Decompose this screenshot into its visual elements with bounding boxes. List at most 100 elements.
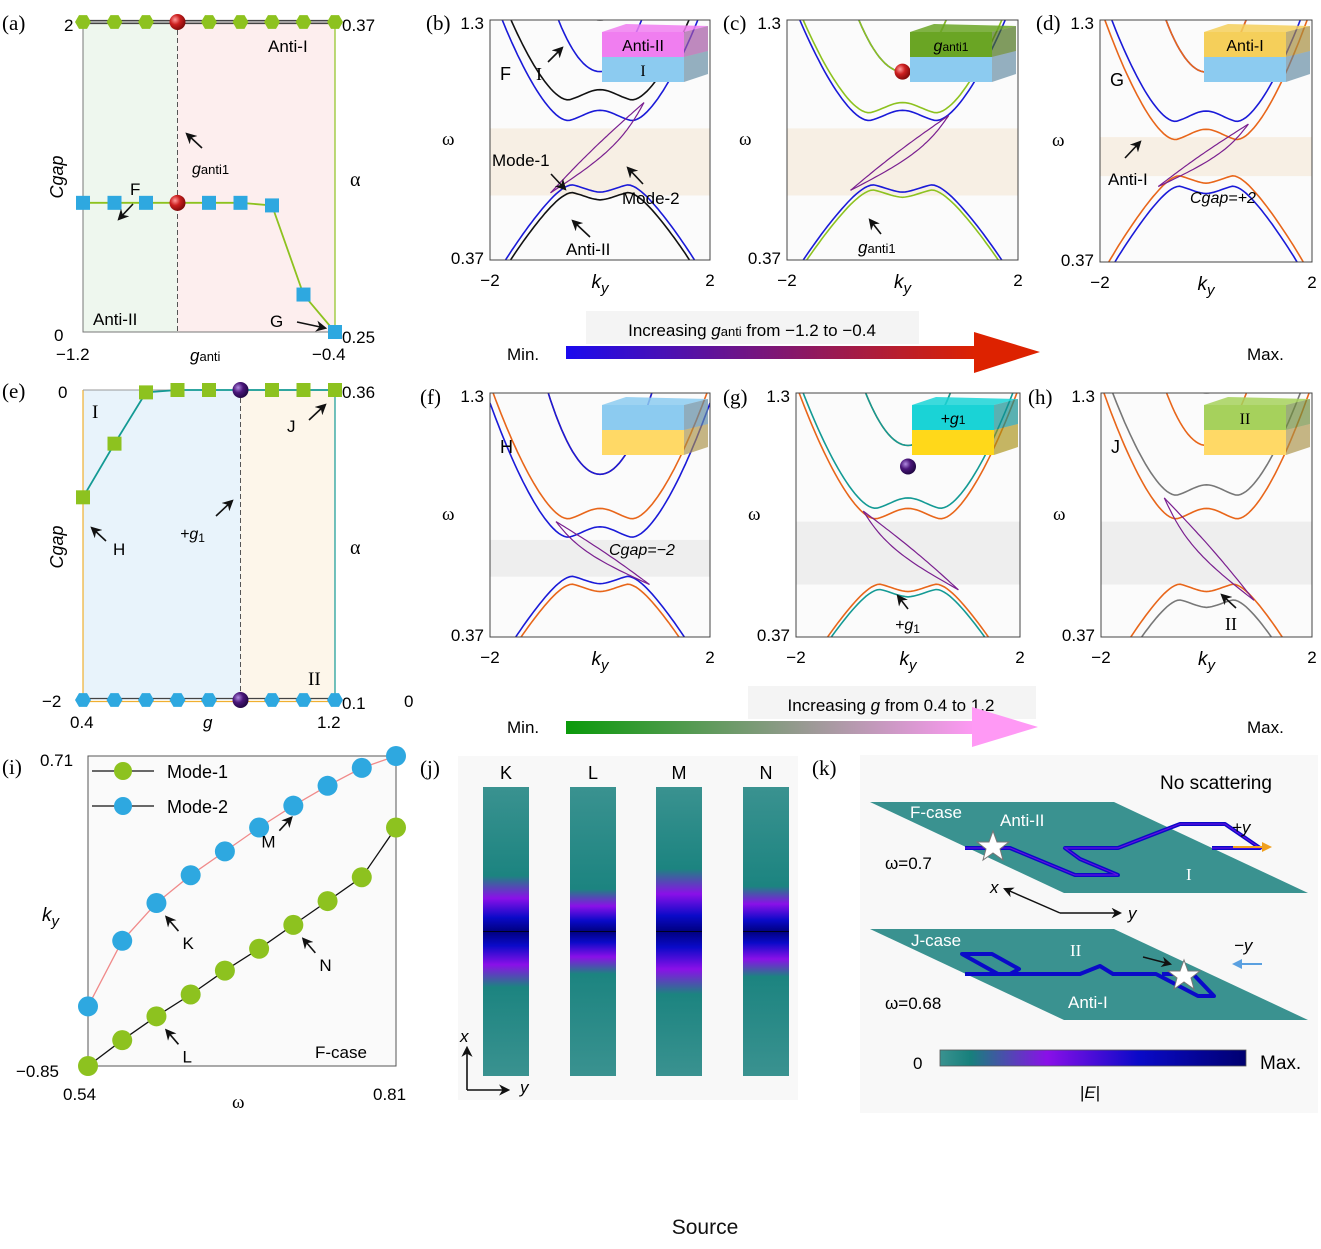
- annotation-N: N: [319, 956, 331, 975]
- arrow-mode-1: [550, 173, 567, 191]
- column-label-N: N: [760, 763, 773, 783]
- annotation-mode-2: Mode-2: [622, 189, 680, 208]
- panel-label-g: (g): [723, 385, 748, 409]
- x-tick-min: −2: [777, 271, 796, 290]
- direction-arrowhead-bottom: [1232, 959, 1242, 969]
- data-point-alpha: [139, 385, 153, 400]
- inset-top-layer: [1204, 32, 1286, 57]
- data-point-Cgap: [232, 15, 249, 29]
- x-axis-label-sub: y: [903, 280, 913, 297]
- data-point-alpha: [76, 195, 90, 210]
- plot-frame: [786, 19, 1019, 261]
- data-point-Mode-2: [78, 996, 98, 1017]
- inset-side-shade: [684, 399, 708, 455]
- data-point-Mode-1: [351, 867, 372, 888]
- layer-stack-inset: Anti-II I: [602, 24, 708, 82]
- inset-side-bottom: [994, 424, 1018, 455]
- annotation-cgap-minus2: Cgap=−2: [609, 542, 675, 559]
- ramp-bar: [566, 721, 976, 734]
- y-axis-label: ω: [1053, 504, 1066, 525]
- x-axis-label: ky: [1198, 274, 1217, 299]
- x-axis-label: ky: [1198, 649, 1217, 674]
- degenerate-point-ball: [900, 458, 916, 475]
- colorbar-max: Max.: [1260, 1053, 1301, 1074]
- x-axis-label: ky: [592, 649, 611, 674]
- plot-frame: [795, 392, 1021, 638]
- column-label-L: L: [588, 763, 598, 783]
- annotation-j: J: [287, 417, 296, 436]
- y-tick-min: 0.37: [451, 626, 484, 645]
- data-point-alpha: [328, 383, 342, 397]
- x-axis-label-sub: y: [600, 657, 610, 674]
- annotation-i: I: [536, 64, 542, 84]
- annotation-h: H: [113, 540, 125, 559]
- panel-k-title: No scattering: [1160, 773, 1272, 794]
- inset-top-layer: [910, 32, 992, 57]
- series-group: [75, 382, 343, 708]
- arrow-h: [90, 526, 107, 542]
- x-tick-min: −2: [786, 648, 805, 667]
- inset-side-bottom: [684, 51, 708, 82]
- annotation-f: F: [130, 180, 140, 199]
- ramp-bar: [566, 346, 976, 359]
- upper-band-II: [798, 393, 1018, 520]
- panel-d: Anti-I (d) 1.3 0.37 −2 2 ky ω G: [1036, 11, 1317, 299]
- inset-side-bottom: [1286, 424, 1310, 455]
- series-line-Mode-2: [87, 755, 397, 1007]
- colorbar-label: |E|: [1080, 1083, 1100, 1102]
- plot-frame: [1100, 392, 1313, 638]
- y-right-axis-label: α: [350, 169, 361, 191]
- data-point-Cgap: [327, 15, 343, 29]
- data-point-Cgap: [264, 15, 280, 29]
- inset-side-top: [992, 26, 1016, 57]
- case-label: F: [500, 64, 511, 84]
- y-tick-max: 1.3: [1070, 14, 1094, 33]
- annotation-K: K: [182, 934, 194, 953]
- lower-band-ganti1: [805, 189, 1000, 260]
- arrow-source: [1142, 956, 1173, 967]
- panel-b: Anti-II I (b) 1.3 0.37 −2 2 ky ω F: [426, 11, 715, 297]
- y-axis-label: ω: [739, 129, 752, 150]
- x-tick-min: −2: [480, 271, 499, 290]
- lower-band-II-orange: [1129, 583, 1284, 637]
- inset-side-bottom: [684, 424, 708, 455]
- ramp-top: Increasing ganti from −1.2 to −0.4 Min. …: [507, 311, 1284, 373]
- x-tick-min: −1.2: [56, 345, 90, 364]
- x-axis-label-sub: y: [1207, 657, 1217, 674]
- y-tick-max: 0.71: [40, 751, 73, 770]
- panel-k: (k) No scattering F-case Anti-II I ω=0.7…: [812, 755, 1318, 1113]
- annotation-plus-g1: +g1: [895, 617, 920, 636]
- data-point-Mode-1: [112, 1030, 133, 1051]
- edge-mode-2: [1163, 497, 1255, 601]
- data-point-Mode-2: [249, 817, 270, 838]
- annotation-M: M: [261, 833, 275, 852]
- data-point-alpha: [139, 195, 153, 210]
- arrow-mode-2: [626, 166, 644, 185]
- inset-side-shade: [992, 26, 1016, 82]
- inset-top-label-sub: anti1: [942, 40, 968, 54]
- critical-label: ganti1: [192, 161, 229, 178]
- arrow-g: [296, 320, 328, 332]
- panel-label-k: (k): [812, 756, 837, 780]
- layer-stack-inset: [602, 397, 708, 455]
- y-right-tick-025: 0.25: [342, 328, 375, 347]
- slab-lower-region: Anti-I: [1068, 993, 1108, 1012]
- series-group: [75, 14, 343, 339]
- edge-path-j: [960, 952, 1216, 998]
- inset-side-top: [994, 399, 1018, 430]
- panel-label-f: (f): [420, 385, 441, 409]
- data-point-alpha: [107, 436, 122, 451]
- annotation-g: G: [270, 312, 283, 331]
- data-point-Mode-2: [180, 865, 201, 886]
- y-axis-label: ω: [748, 504, 761, 525]
- series-line-Mode-1: [87, 827, 397, 1067]
- inset-side-shade: [1286, 26, 1310, 82]
- panel-i: (i) Mode-1 Mode-2 0.71 −0.85 0.54 0.81 ω…: [2, 746, 406, 1113]
- y-right-tick-036: 0.36: [342, 383, 375, 402]
- layer-stack-inset: Anti-I: [1204, 24, 1310, 82]
- y-tick-max: 1.3: [1071, 387, 1095, 406]
- data-point-alpha: [265, 198, 279, 213]
- data-point-alpha: [296, 383, 311, 397]
- inset-top-label-sub: 1: [959, 413, 966, 427]
